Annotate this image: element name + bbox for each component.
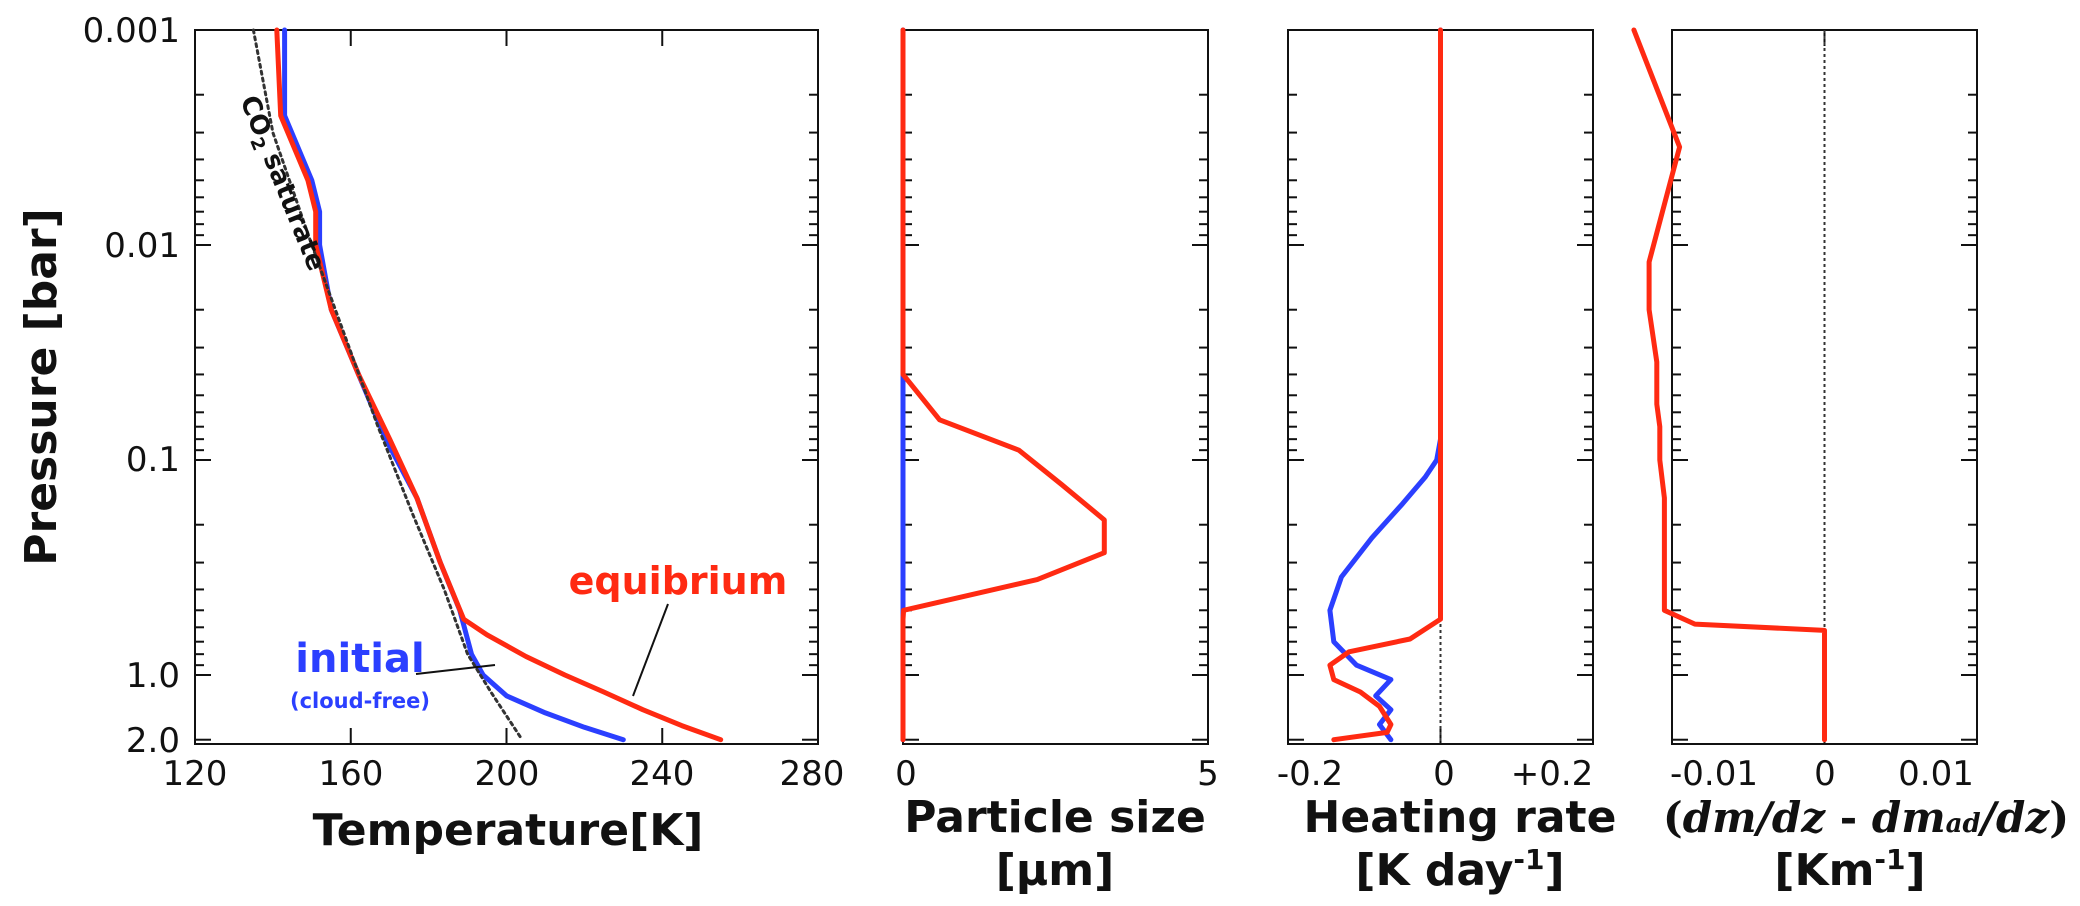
particle-size-series [900,27,1107,743]
heating-rate-series [1327,27,1443,744]
temperature-ticks [194,29,819,744]
x-axis-unit-main: [Km [1774,845,1874,896]
x-tick-label: 280 [780,754,845,794]
co2-label-main: CO [234,91,277,140]
temperature-series [251,27,724,743]
x-axis-unit-sup: -1 [1513,843,1544,876]
y-tick-label: 0.001 [83,11,180,51]
heating-rate-panel: -0.2 0 +0.2 Heating rate [K day-1] [1277,27,1617,896]
equilibrium-series-line [1631,27,1827,743]
x-tick-label: 5 [1197,754,1219,794]
y-tick-label: 0.1 [126,440,180,480]
initial-label: initial [295,636,424,682]
x-tick-label: 120 [163,754,228,794]
x-tick-label: -0.01 [1670,754,1758,794]
x-axis-title: Particle size [904,792,1206,843]
equilibrium-series-line [274,27,724,743]
heating-rate-ticks [1287,29,1594,744]
x-axis-unit: [μm] [996,845,1114,896]
x-axis-title-part: dm/dz [1683,793,1827,842]
x-axis-title: Heating rate [1304,792,1617,843]
x-tick-label: 0 [1433,754,1455,794]
y-tick-label: 2.0 [126,721,180,761]
x-axis-unit-close: ] [1906,845,1926,896]
y-tick-label: 1.0 [126,656,180,696]
equilibrium-series-line [900,27,1107,743]
equilibrium-label: equibrium [569,559,788,603]
x-axis-title-part: /dz [1977,793,2051,842]
x-axis-title-part: ad [1946,809,1981,839]
x-axis-unit-close: ] [1545,845,1565,896]
initial-series-line [1327,27,1443,743]
particle-size-ticks [902,29,1209,744]
initial-sublabel: (cloud-free) [290,689,430,713]
x-tick-label: 240 [630,754,695,794]
x-axis-title: (dm/dz - dmad/dz) [1663,793,2069,842]
equilibrium-series-line [1327,27,1443,743]
x-tick-label: 0 [1814,754,1836,794]
co2-saturation-line [251,28,524,742]
initial-leader-line [415,664,496,675]
x-tick-label: 200 [475,754,540,794]
particle-size-plot-frame [902,29,1209,745]
x-axis-unit: [Km-1] [1774,843,1925,896]
x-tick-label: 0.01 [1898,754,1974,794]
stability-panel: -0.01 0 0.01 (dm/dz - dmad/dz) [Km-1] [1631,27,2069,896]
x-axis-title-part: ( [1663,793,1683,842]
x-axis-unit-sup: -1 [1874,843,1905,876]
initial-series-line [282,27,626,743]
x-axis-title-part: dm [1872,793,1946,842]
x-axis-title-part: - [1825,793,1872,842]
x-tick-label: 0 [895,754,917,794]
x-axis-title-part: ) [2049,793,2069,842]
y-axis-title: Pressure [bar] [16,208,67,565]
x-axis-title: Temperature[K] [313,805,704,856]
x-tick-label: -0.2 [1277,754,1343,794]
y-tick-label: 0.01 [104,226,180,266]
stability-series [1631,27,1827,744]
equilibrium-leader-line [632,603,669,697]
x-axis-unit-main: [K day [1355,845,1513,896]
temperature-panel: 0.001 0.01 0.1 1.0 2.0 120 160 200 240 2… [16,11,844,856]
x-tick-label: 160 [319,754,384,794]
x-tick-label: +0.2 [1511,754,1594,794]
particle-size-panel: 0 5 Particle size [μm] [895,27,1219,896]
x-axis-unit: [K day-1] [1355,843,1564,896]
